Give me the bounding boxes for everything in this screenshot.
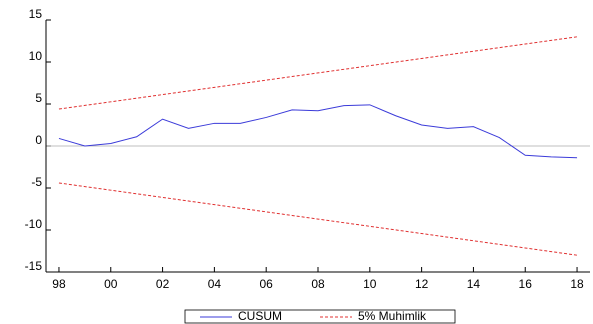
- x-tick-label: 12: [415, 277, 429, 291]
- y-tick-label: 15: [29, 7, 43, 21]
- y-tick-label: 10: [29, 49, 43, 63]
- x-tick-label: 10: [363, 277, 377, 291]
- x-tick-label: 18: [570, 277, 584, 291]
- x-tick-label: 16: [519, 277, 533, 291]
- x-tick-label: 98: [52, 277, 66, 291]
- x-tick-label: 02: [156, 277, 170, 291]
- x-tick-label: 06: [260, 277, 274, 291]
- series-line: [58, 36, 578, 110]
- y-tick-label: 0: [35, 133, 42, 147]
- x-tick-label: 04: [208, 277, 222, 291]
- series-line: [58, 104, 578, 159]
- x-tick-label: 14: [467, 277, 481, 291]
- legend-label: 5% Muhimlik: [358, 309, 427, 323]
- y-tick-label: 5: [35, 91, 42, 105]
- y-tick-label: -5: [31, 175, 42, 189]
- x-tick-label: 08: [311, 277, 325, 291]
- legend-label: CUSUM: [238, 309, 282, 323]
- series-line-lower: [58, 182, 578, 256]
- y-tick-label: -15: [25, 259, 43, 273]
- y-tick-label: -10: [25, 217, 43, 231]
- x-tick-label: 00: [104, 277, 118, 291]
